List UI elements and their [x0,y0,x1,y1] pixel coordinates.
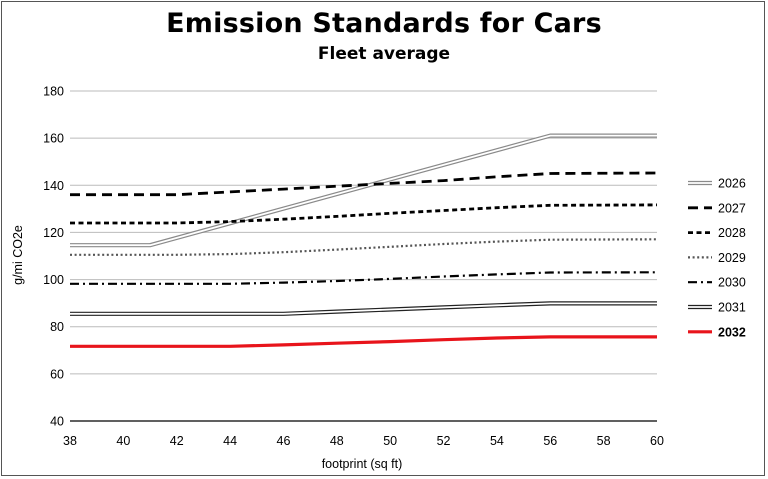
y-tick-label: 80 [50,320,64,334]
x-tick-label: 54 [490,434,504,448]
series-line-2027 [70,171,658,197]
series-line-2026 [70,133,657,248]
y-tick-label: 40 [50,415,64,429]
x-tick-label: 42 [170,434,184,448]
legend-label-2029: 2029 [718,251,746,265]
y-tick-label: 100 [43,273,64,287]
x-tick-labels: 38 40 42 44 46 48 50 52 54 56 58 60 [63,434,664,448]
x-tick-label: 48 [330,434,344,448]
chart-subtitle: Fleet average [317,44,451,64]
y-tick-label: 120 [43,226,64,240]
y-tick-label: 60 [50,367,64,381]
y-tick-labels: 40 60 80 100 120 140 160 180 [43,85,64,429]
series-line-2031 [70,301,657,316]
x-tick-label: 58 [597,434,611,448]
series-line-2031-inner [70,302,657,315]
x-tick-label: 38 [63,434,77,448]
series-lines [70,133,658,348]
series-line-2026-inner [70,134,657,247]
x-tick-label: 60 [650,434,664,448]
chart-title: Emission Standards for Cars [166,8,602,39]
legend-label-2031: 2031 [718,301,746,315]
x-tick-label: 40 [116,434,130,448]
gridlines [70,90,657,422]
y-tick-label: 160 [43,132,64,146]
y-axis-label: g/mi CO2e [11,225,25,285]
legend-label-2027: 2027 [718,201,746,215]
x-tick-label: 56 [543,434,557,448]
legend-label-2032: 2032 [718,325,746,339]
y-tick-label: 180 [43,85,64,99]
legend: 2026 2027 2028 2029 2030 2031 2032 [688,177,746,339]
series-line-2028 [70,203,658,225]
x-tick-label: 50 [383,434,397,448]
legend-label-2028: 2028 [718,226,746,240]
y-tick-label: 140 [43,179,64,193]
series-line-2030 [70,271,658,285]
legend-label-2026: 2026 [718,177,746,191]
series-line-2029 [70,238,658,256]
x-axis-label: footprint (sq ft) [322,457,403,471]
x-tick-label: 52 [437,434,451,448]
x-tick-label: 44 [223,434,237,448]
series-line-2032 [70,335,657,348]
x-tick-label: 46 [277,434,291,448]
legend-label-2030: 2030 [718,276,746,290]
